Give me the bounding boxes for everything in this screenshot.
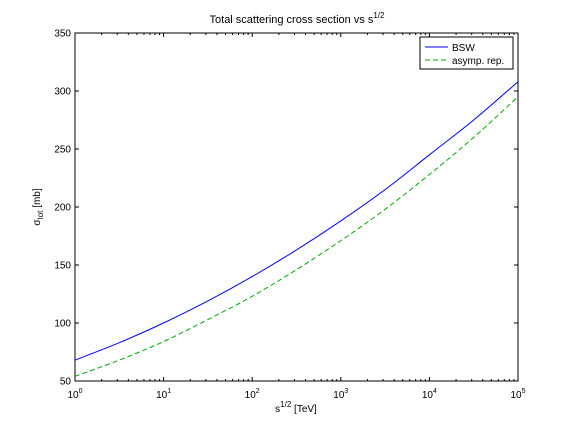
- y-axis-ticks: 50 100 150 200 250 300 350: [54, 29, 518, 388]
- legend-label-asymp: asymp. rep.: [452, 56, 504, 67]
- x-tick-label: 104: [422, 388, 437, 401]
- y-axis-label: σtot [mb]: [32, 188, 45, 226]
- legend-box: [419, 36, 514, 70]
- x-tick-label: 105: [510, 388, 525, 401]
- series-lines: [74, 81, 519, 377]
- chart-title: Total scattering cross section vs s1/2: [210, 11, 386, 26]
- y-tick-label: 300: [54, 87, 71, 98]
- y-tick-label: 150: [54, 261, 71, 272]
- x-tick-label: 102: [245, 388, 260, 401]
- legend: BSW asymp. rep.: [419, 36, 514, 70]
- y-tick-label: 50: [60, 377, 72, 388]
- x-tick-label: 103: [333, 388, 348, 401]
- y-tick-label: 350: [54, 29, 71, 40]
- x-tick-label: 100: [67, 388, 82, 401]
- series-line-1: [74, 96, 519, 377]
- y-tick-label: 200: [54, 203, 71, 214]
- legend-label-bsw: BSW: [452, 43, 475, 54]
- x-axis-label: s1/2 [TeV]: [275, 400, 317, 415]
- y-tick-label: 250: [54, 145, 71, 156]
- x-axis-ticks: 100 101 102 103 104 105: [67, 33, 526, 401]
- x-tick-label: 101: [156, 388, 171, 401]
- series-line-0: [74, 81, 519, 361]
- y-tick-label: 100: [54, 319, 71, 330]
- plot-area: [74, 32, 519, 382]
